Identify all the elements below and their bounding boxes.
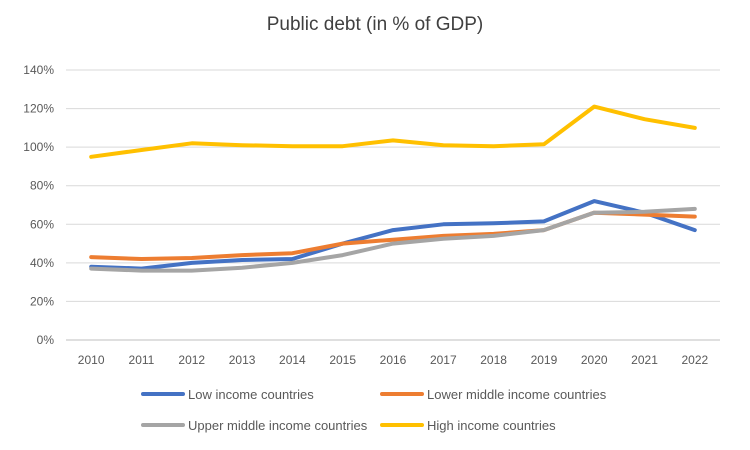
x-tick-label: 2015 [329,353,356,367]
x-tick-label: 2010 [78,353,105,367]
y-tick-label: 140% [23,63,54,77]
y-tick-label: 100% [23,140,54,154]
x-tick-label: 2018 [480,353,507,367]
x-tick-label: 2012 [178,353,205,367]
x-tick-label: 2021 [631,353,658,367]
series-line-low-income-countries [89,199,697,271]
series-line-upper-middle-income-countries [89,206,697,273]
y-tick-label: 40% [30,256,54,270]
y-tick-label: 80% [30,179,54,193]
legend-label: High income countries [427,418,556,433]
x-tick-label: 2019 [531,353,558,367]
legend-label: Upper middle income countries [188,418,368,433]
series-line-lower-middle-income-countries [89,210,697,261]
legend-label: Low income countries [188,387,314,402]
x-tick-label: 2020 [581,353,608,367]
series-line-high-income-countries [89,104,697,159]
x-tick-label: 2022 [681,353,708,367]
x-tick-label: 2016 [380,353,407,367]
x-tick-label: 2017 [430,353,457,367]
y-tick-label: 60% [30,217,54,231]
y-tick-label: 120% [23,102,54,116]
legend-label: Lower middle income countries [427,387,607,402]
y-tick-label: 0% [37,333,55,347]
x-tick-label: 2013 [229,353,256,367]
y-tick-label: 20% [30,294,54,308]
chart-title: Public debt (in % of GDP) [266,14,484,35]
x-tick-label: 2011 [129,353,155,367]
x-tick-label: 2014 [279,353,306,367]
